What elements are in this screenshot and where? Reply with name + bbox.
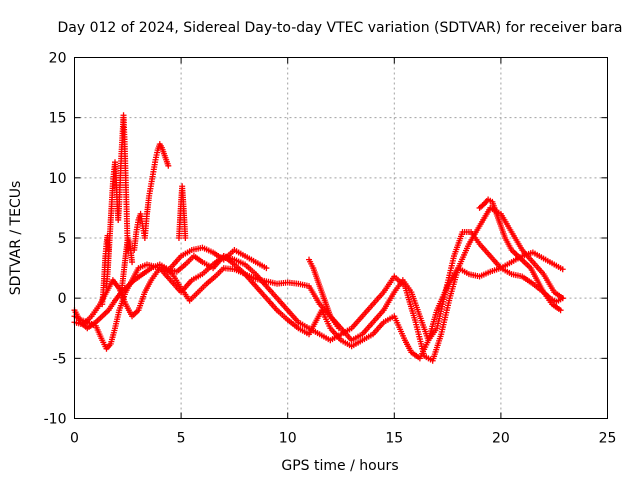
series-spike-2: [99, 232, 112, 308]
data-point: [559, 295, 566, 302]
x-tick-label: 5: [177, 431, 186, 447]
data-point: [335, 325, 342, 332]
series-track-d: [167, 244, 270, 272]
data-point: [263, 265, 270, 272]
series-track-c: [71, 253, 564, 362]
series-spike-1: [103, 112, 131, 290]
x-tick-label: 0: [70, 431, 79, 447]
x-tick-label: 20: [492, 431, 510, 447]
x-tick-labels: 0 5 10 15 20 25: [70, 431, 616, 447]
y-tick-label: -10: [44, 412, 67, 428]
y-tick-labels: -10 -5 0 5 10 15 20: [44, 51, 67, 428]
series-spike-5: [118, 235, 136, 296]
series-spike-4: [175, 183, 189, 241]
y-tick-label: 0: [58, 291, 67, 307]
data-point: [557, 307, 564, 314]
x-tick-label: 25: [599, 431, 617, 447]
data-points: [71, 112, 566, 364]
series-spike-3: [131, 141, 172, 254]
series-track-f: [476, 196, 566, 305]
y-tick-label: 10: [49, 171, 67, 187]
series-track-e: [306, 256, 342, 332]
x-tick-label: 10: [279, 431, 297, 447]
x-tick-label: 15: [385, 431, 403, 447]
chart-title: Day 012 of 2024, Sidereal Day-to-day VTE…: [57, 20, 622, 36]
x-axis-label: GPS time / hours: [281, 458, 398, 474]
data-point: [165, 162, 172, 169]
y-tick-label: 20: [49, 51, 67, 67]
data-point: [105, 247, 112, 254]
data-point: [559, 266, 566, 273]
y-tick-label: 15: [49, 111, 67, 127]
y-tick-label: 5: [58, 231, 67, 247]
y-axis-label: SDTVAR / TECUs: [8, 181, 24, 296]
plot-frame: [74, 57, 608, 419]
data-point: [182, 235, 189, 241]
data-point: [129, 259, 136, 266]
y-tick-label: -5: [53, 351, 67, 367]
